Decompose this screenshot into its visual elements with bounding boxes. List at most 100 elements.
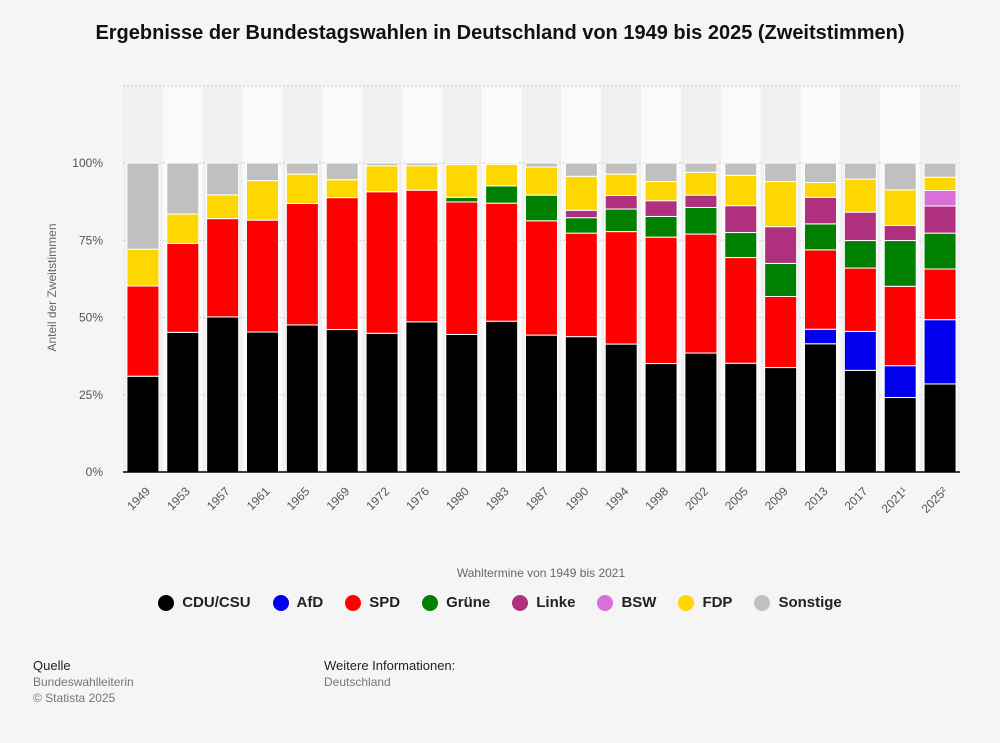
bar-segment: [923, 176, 957, 192]
bar-segment: [923, 190, 957, 207]
bar-segment: [604, 231, 638, 345]
x-tick-label: 2017: [842, 484, 871, 513]
legend-dot-icon: [512, 594, 529, 611]
legend-label: SPD: [369, 594, 401, 611]
bar-segment: [126, 375, 160, 473]
bar-segment: [564, 217, 598, 234]
legend-item[interactable]: Grüne: [422, 594, 490, 611]
legend-item[interactable]: FDP: [678, 594, 732, 611]
bar-segment: [325, 162, 359, 181]
legend-dot-icon: [158, 594, 175, 611]
bar-segment: [285, 202, 319, 326]
bar-segment: [285, 162, 319, 175]
bar-segment: [285, 173, 319, 204]
bar-segment: [246, 331, 279, 473]
bar-segment: [564, 162, 598, 177]
bar-segment: [804, 249, 837, 330]
bar-segment: [644, 236, 678, 365]
bar-segment: [246, 162, 279, 182]
x-axis-title: Wahltermine von 1949 bis 2021: [457, 566, 626, 580]
bar-segment: [804, 196, 837, 225]
bar-segment: [644, 200, 678, 217]
bar-segment: [166, 331, 200, 473]
y-axis-title: Anteil der Zweitstimmen: [45, 223, 59, 351]
bar-segment: [445, 196, 479, 203]
bar-segment: [285, 324, 319, 473]
bar-segment: [923, 205, 957, 234]
bar-segment: [923, 232, 957, 270]
bar-segment: [644, 363, 678, 473]
legend-dot-icon: [754, 594, 771, 611]
bar-segment: [724, 257, 758, 364]
bar-segment: [485, 320, 519, 473]
legend-item[interactable]: Sonstige: [754, 594, 842, 611]
bar-segment: [883, 285, 917, 367]
bar-segment: [843, 162, 877, 180]
bar-segment: [166, 242, 200, 333]
bar-segment: [564, 209, 598, 219]
y-tick-label: 0%: [86, 465, 104, 479]
bar-segment: [883, 240, 917, 287]
x-tick-label: 1994: [603, 484, 632, 513]
legend-item[interactable]: Linke: [512, 594, 575, 611]
bar-segment: [883, 397, 917, 473]
legend-label: BSW: [621, 594, 657, 611]
legend-item[interactable]: BSW: [597, 594, 656, 611]
bar-segment: [246, 180, 279, 221]
bar-segment: [923, 268, 957, 321]
bar-segment: [843, 330, 877, 371]
legend-label: Linke: [536, 594, 576, 611]
y-tick-label: 25%: [79, 388, 103, 402]
legend-item[interactable]: SPD: [345, 594, 400, 611]
legend-label: Grüne: [446, 594, 491, 611]
bar-segment: [804, 343, 837, 473]
bar-segment: [365, 332, 399, 473]
chart-title: Ergebnisse der Bundestagswahlen in Deuts…: [95, 22, 905, 44]
bar-segment: [764, 262, 798, 297]
x-tick-label: 1969: [324, 484, 353, 513]
source-heading: Quelle: [33, 658, 71, 673]
legend-dot-icon: [272, 594, 289, 611]
bar-segment: [445, 333, 479, 473]
x-tick-label: 2002: [682, 484, 711, 513]
bar-segment: [206, 218, 240, 318]
bar-segment: [126, 162, 160, 250]
bar-segment: [525, 166, 558, 196]
legend-item[interactable]: CDU/CSU: [158, 594, 251, 611]
bar-segment: [445, 164, 479, 198]
bar-segment: [166, 213, 200, 244]
bar-segment: [166, 162, 200, 215]
x-tick-label: 1965: [284, 484, 313, 513]
bar-segment: [883, 162, 917, 191]
x-tick-label: 2025²: [919, 484, 951, 516]
x-tick-label: 2021¹: [879, 484, 911, 516]
bar-segment: [843, 369, 877, 473]
bar-segment: [405, 321, 439, 473]
x-tick-label: 1980: [443, 484, 472, 513]
bar-segment: [764, 295, 798, 369]
info-heading: Weitere Informationen:: [324, 658, 456, 673]
bar-segment: [764, 367, 798, 473]
bar-segment: [764, 162, 798, 183]
bar-segment: [564, 175, 598, 211]
x-tick-label: 1990: [563, 484, 592, 513]
y-tick-label: 50%: [79, 311, 103, 325]
bar-segment: [604, 173, 638, 196]
bar-segment: [365, 162, 399, 167]
bar-segment: [485, 202, 519, 322]
bar-segment: [525, 334, 558, 473]
bar-segment: [604, 343, 638, 473]
bar-segment: [126, 285, 160, 377]
bar-segment: [445, 162, 479, 166]
bar-segment: [764, 181, 798, 228]
x-tick-label: 2005: [722, 484, 751, 513]
bar-segment: [684, 171, 718, 196]
bar-segment: [804, 328, 837, 345]
bar-segment: [804, 181, 837, 198]
legend-item[interactable]: AfD: [272, 594, 323, 611]
legend-label: Sonstige: [778, 594, 842, 611]
source-block: Quelle Bundeswahlleiterin © Statista 202…: [33, 658, 134, 706]
bar-segment: [923, 383, 957, 473]
bar-segment: [485, 162, 519, 165]
bar-segment: [604, 162, 638, 175]
